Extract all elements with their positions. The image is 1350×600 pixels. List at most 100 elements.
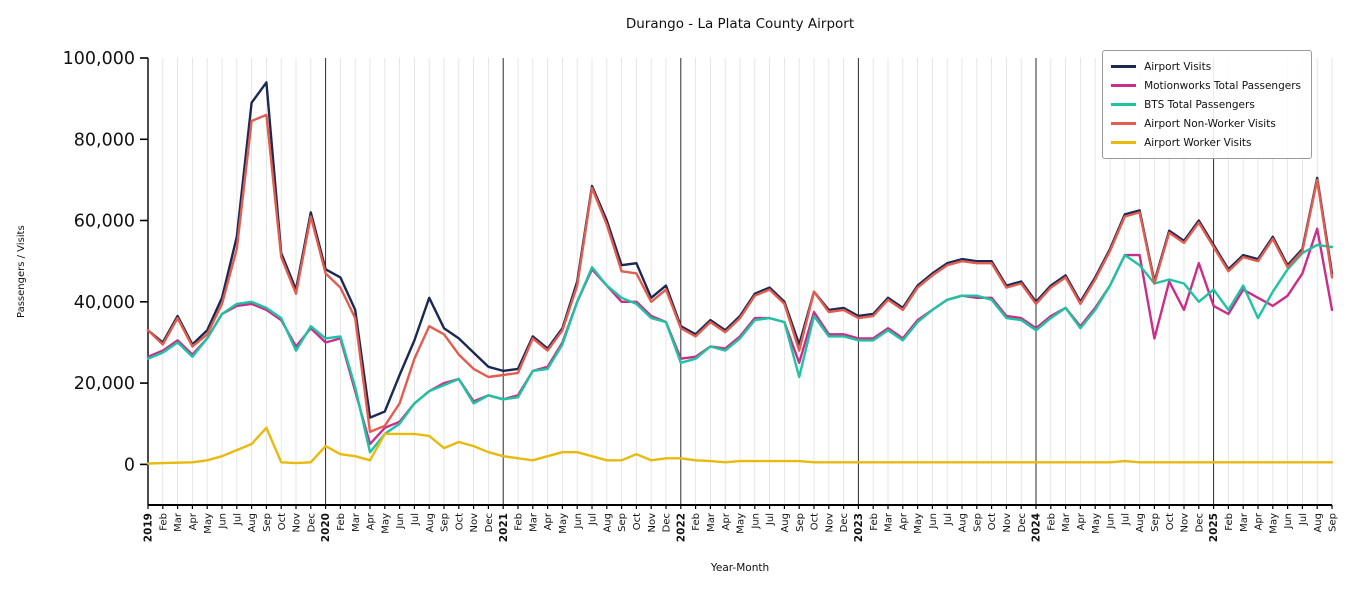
x-tick-label: May: [913, 513, 924, 534]
x-tick-label: 2021: [498, 513, 510, 542]
x-tick-label: May: [380, 513, 391, 534]
legend-line-swatch: [1111, 122, 1137, 125]
legend-label: Motionworks Total Passengers: [1144, 79, 1301, 92]
y-tick-label: 40,000: [74, 293, 135, 313]
legend-line-swatch: [1111, 141, 1137, 144]
x-tick-label: Oct: [277, 513, 288, 530]
legend-label: Airport Non-Worker Visits: [1144, 117, 1276, 130]
x-tick-label: Aug: [602, 513, 613, 533]
x-tick-label: Sep: [1328, 513, 1339, 532]
x-tick-label: Oct: [632, 513, 643, 530]
legend-item: BTS Total Passengers: [1111, 95, 1301, 114]
y-tick-label: 100,000: [63, 49, 135, 69]
x-tick-label: Apr: [1076, 512, 1087, 530]
x-tick-label: Nov: [469, 513, 480, 533]
x-tick-label: Dec: [662, 513, 673, 532]
legend-item: Airport Non-Worker Visits: [1111, 114, 1301, 133]
x-tick-label: May: [1091, 513, 1102, 534]
x-tick-label: Oct: [810, 513, 821, 530]
series-line-airport-worker-visits: [146, 426, 1334, 465]
x-tick-label: Mar: [528, 512, 539, 532]
x-tick-label: Sep: [795, 513, 806, 532]
x-tick-label: Dec: [1017, 513, 1028, 532]
x-tick-label: Nov: [1002, 513, 1013, 533]
legend-line-swatch: [1111, 65, 1137, 68]
x-tick-label: Aug: [780, 513, 791, 533]
x-tick-label: Aug: [1313, 513, 1324, 533]
x-axis-label: Year-Month: [710, 562, 770, 574]
x-tick-label: Nov: [647, 513, 658, 533]
x-tick-label: Mar: [173, 512, 184, 532]
x-tick-label: Jun: [573, 513, 584, 530]
x-tick-label: Nov: [1180, 513, 1191, 533]
x-tick-label: May: [558, 513, 569, 534]
x-tick-label: Jul: [765, 513, 776, 526]
legend: Airport Visits Motionworks Total Passeng…: [1102, 50, 1312, 159]
x-tick-label: Sep: [972, 513, 983, 532]
x-tick-label: Sep: [1150, 513, 1161, 532]
legend-line-swatch: [1111, 84, 1137, 87]
y-axis-label: Passengers / Visits: [16, 225, 27, 318]
y-tick-label: 20,000: [74, 374, 135, 394]
x-tick-label: Feb: [1046, 513, 1057, 531]
y-tick-label: 0: [124, 455, 135, 475]
x-tick-label: 2020: [320, 513, 332, 542]
x-tick-label: Jul: [410, 513, 421, 526]
x-tick-label: Oct: [1165, 513, 1176, 530]
x-tick-label: Mar: [884, 512, 895, 532]
x-tick-label: Jul: [232, 513, 243, 526]
x-tick-label: Jun: [1106, 513, 1117, 530]
x-tick-label: 2019: [143, 513, 155, 542]
x-tick-label: Sep: [617, 513, 628, 532]
legend-item: Motionworks Total Passengers: [1111, 76, 1301, 95]
legend-label: BTS Total Passengers: [1144, 98, 1255, 111]
x-tick-label: Jul: [1120, 513, 1131, 526]
x-tick-label: Apr: [1254, 512, 1265, 530]
x-tick-label: Aug: [958, 513, 969, 533]
x-tick-label: Oct: [987, 513, 998, 530]
chart-title: Durango - La Plata County Airport: [625, 16, 855, 32]
legend-item: Airport Visits: [1111, 57, 1301, 76]
x-tick-label: 2024: [1031, 513, 1043, 542]
x-tick-label: Apr: [366, 512, 377, 530]
x-tick-label: May: [736, 513, 747, 534]
legend-line-swatch: [1111, 103, 1137, 106]
x-tick-label: Feb: [158, 513, 169, 531]
x-tick-label: Jun: [218, 513, 229, 530]
x-tick-label: Jun: [1283, 513, 1294, 530]
x-tick-label: Nov: [824, 513, 835, 533]
x-tick-label: Mar: [1061, 512, 1072, 532]
x-tick-label: Jul: [588, 513, 599, 526]
x-tick-label: Dec: [484, 513, 495, 532]
legend-item: Airport Worker Visits: [1111, 133, 1301, 152]
x-tick-label: May: [1268, 513, 1279, 534]
x-tick-label: Feb: [1224, 513, 1235, 531]
x-tick-label: Dec: [839, 513, 850, 532]
series-line-bts-total-passengers: [146, 243, 1334, 454]
y-tick-label: 60,000: [74, 212, 135, 232]
x-tick-label: Oct: [454, 513, 465, 530]
x-tick-label: Mar: [1239, 512, 1250, 532]
x-tick-label: Aug: [247, 513, 258, 533]
x-tick-label: Jun: [395, 513, 406, 530]
x-tick-label: 2022: [675, 513, 687, 542]
x-tick-label: Jul: [1298, 513, 1309, 526]
x-tick-label: Feb: [514, 513, 525, 531]
x-tick-label: 2025: [1208, 513, 1220, 542]
x-tick-label: Jun: [750, 513, 761, 530]
x-tick-label: Aug: [425, 513, 436, 533]
x-tick-label: Feb: [869, 513, 880, 531]
x-tick-label: Aug: [1135, 513, 1146, 533]
x-tick-label: Nov: [292, 513, 303, 533]
y-tick-label: 80,000: [74, 130, 135, 150]
x-tick-label: Mar: [706, 512, 717, 532]
x-tick-label: Sep: [262, 513, 273, 532]
x-tick-label: Apr: [543, 512, 554, 530]
x-tick-label: Feb: [336, 513, 347, 531]
x-tick-label: Dec: [306, 513, 317, 532]
x-tick-label: Dec: [1194, 513, 1205, 532]
x-tick-label: Apr: [188, 512, 199, 530]
x-tick-label: Apr: [898, 512, 909, 530]
